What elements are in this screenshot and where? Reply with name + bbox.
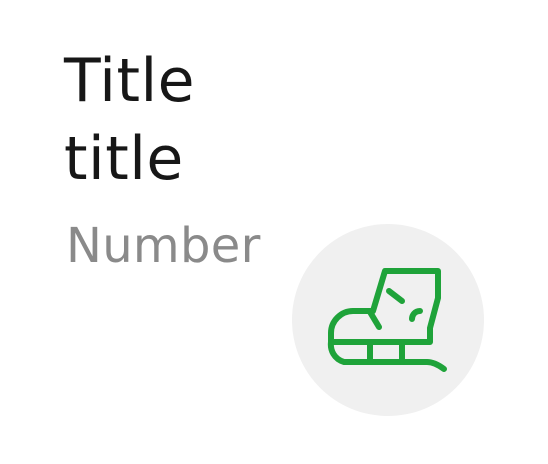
card-title: Title title: [64, 46, 196, 194]
card-number: Number: [66, 218, 261, 274]
icon-badge: [292, 224, 484, 416]
title-block: Title title: [64, 42, 364, 198]
ice-skate-icon: [327, 268, 447, 372]
